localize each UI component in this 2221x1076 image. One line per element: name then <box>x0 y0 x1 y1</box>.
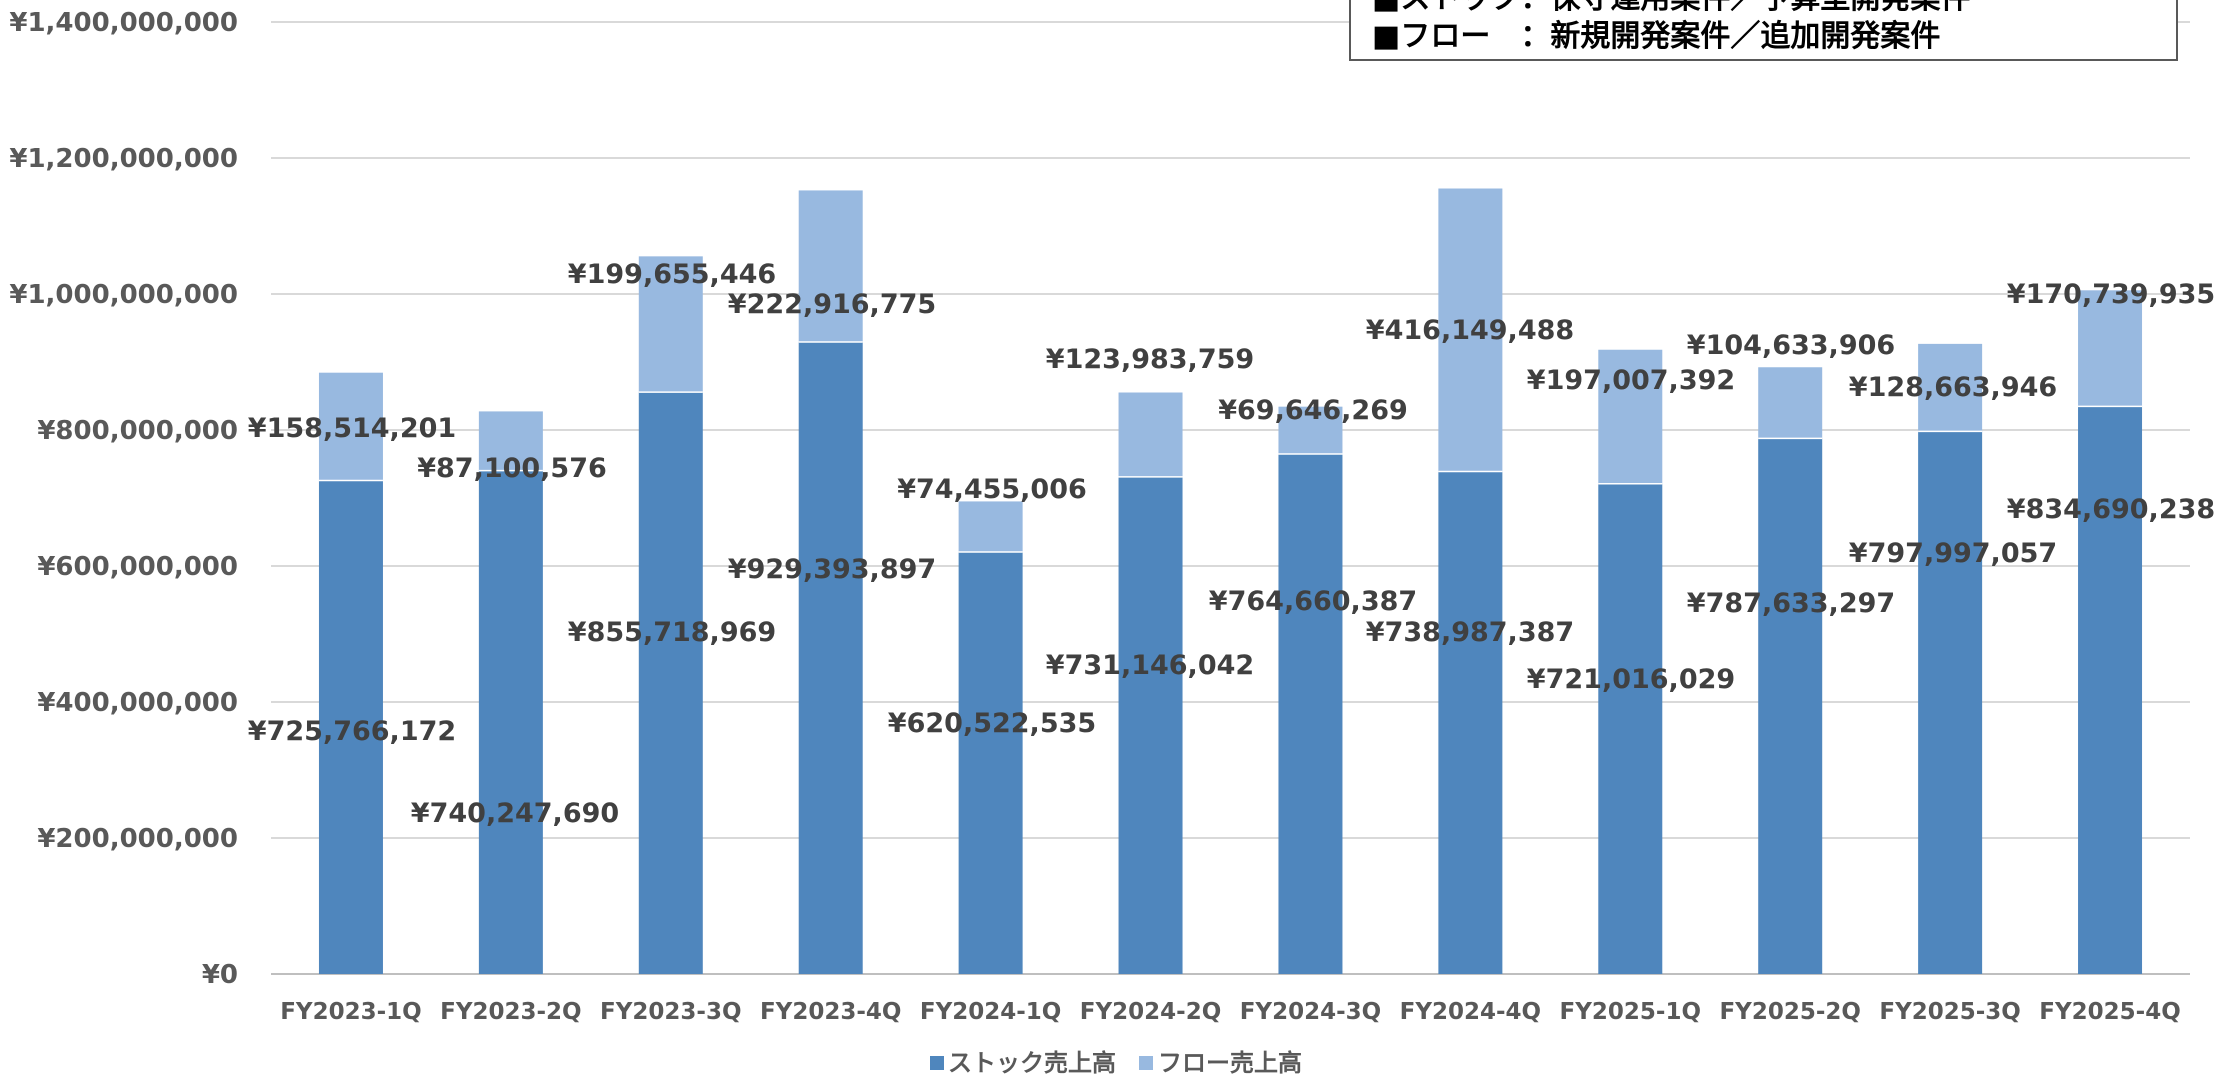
data-label-stock: ¥738,987,387 <box>1366 617 1574 648</box>
data-label-flow: ¥158,514,201 <box>248 413 456 444</box>
bar-flow <box>638 256 703 393</box>
gridlines <box>271 21 2190 975</box>
x-tick-label: FY2024-2Q <box>1080 999 1221 1025</box>
bar-stock <box>638 392 703 975</box>
bar-stock <box>1758 438 1823 974</box>
x-tick-label: FY2023-2Q <box>440 999 581 1025</box>
note-line-1: ■ストック：保守運用案件／予算型開発案件 <box>1372 0 1970 16</box>
data-label-stock: ¥787,633,297 <box>1687 588 1895 619</box>
data-label-stock: ¥731,146,042 <box>1046 650 1254 681</box>
bar-flow <box>798 190 863 343</box>
bar-stock <box>318 480 383 974</box>
bar-stock <box>1598 483 1663 974</box>
data-label-stock: ¥725,766,172 <box>248 716 456 747</box>
y-tick-label: ¥1,400,000,000 <box>9 8 238 38</box>
bar-stock <box>2078 406 2143 974</box>
data-label-flow: ¥69,646,269 <box>1218 395 1408 426</box>
y-tick-label: ¥1,000,000,000 <box>9 280 238 310</box>
x-tick-label: FY2025-4Q <box>2039 999 2180 1025</box>
data-label-flow: ¥199,655,446 <box>568 259 776 290</box>
note-box: ■ストック：保守運用案件／予算型開発案件 ■フロー ：新規開発案件／追加開発案件 <box>1349 0 2178 61</box>
data-label-stock: ¥721,016,029 <box>1527 664 1735 695</box>
y-tick-label: ¥0 <box>202 960 238 990</box>
bar-stock <box>1918 431 1983 974</box>
x-tick-label: FY2023-4Q <box>760 999 901 1025</box>
legend-label-stock: ストック売上高 <box>948 1049 1116 1076</box>
data-label-stock: ¥740,247,690 <box>411 798 619 829</box>
x-tick-label: FY2024-1Q <box>920 999 1061 1025</box>
data-label-flow: ¥128,663,946 <box>1849 372 2057 403</box>
y-tick-label: ¥400,000,000 <box>37 688 238 718</box>
bar-flow <box>2078 290 2143 407</box>
data-label-flow: ¥87,100,576 <box>417 453 607 484</box>
x-tick-label: FY2025-1Q <box>1560 999 1701 1025</box>
bar-flow <box>478 411 543 471</box>
x-tick-label: FY2023-3Q <box>600 999 741 1025</box>
bars <box>318 188 2143 975</box>
bar-flow <box>318 372 383 481</box>
data-label-stock: ¥764,660,387 <box>1209 586 1417 617</box>
data-label-stock: ¥834,690,238 <box>2007 494 2215 525</box>
x-tick-label: FY2023-1Q <box>280 999 421 1025</box>
x-tick-label: FY2025-2Q <box>1719 999 1860 1025</box>
y-tick-label: ¥800,000,000 <box>37 416 238 446</box>
bar-flow <box>1598 349 1663 484</box>
x-tick-label: FY2025-3Q <box>1879 999 2020 1025</box>
bar-flow <box>1758 367 1823 439</box>
y-tick-label: ¥200,000,000 <box>37 824 238 854</box>
legend-label-flow: フロー売上高 <box>1158 1049 1302 1076</box>
bar-stock <box>1278 454 1343 974</box>
data-label-flow: ¥416,149,488 <box>1366 315 1574 346</box>
data-label-stock: ¥855,718,969 <box>568 617 776 648</box>
legend-swatch-stock <box>930 1056 944 1070</box>
data-label-flow: ¥74,455,006 <box>897 474 1087 505</box>
bar-stock <box>1438 471 1503 974</box>
note-line-2: ■フロー ：新規開発案件／追加開発案件 <box>1372 19 1940 54</box>
data-labels: ¥725,766,172 ¥158,514,201 ¥740,247,690 ¥87,… <box>248 259 2215 829</box>
bar-flow <box>1278 406 1343 455</box>
note-box-frame <box>1349 0 2178 61</box>
x-tick-label: FY2024-4Q <box>1400 999 1541 1025</box>
data-label-flow: ¥197,007,392 <box>1527 365 1735 396</box>
y-tick-label: ¥1,200,000,000 <box>9 144 238 174</box>
bar-stock <box>478 470 543 974</box>
data-label-stock: ¥797,997,057 <box>1849 538 2057 569</box>
data-label-flow: ¥104,633,906 <box>1687 330 1895 361</box>
data-label-flow: ¥123,983,759 <box>1046 344 1254 375</box>
bar-stock <box>1118 476 1183 974</box>
bar-stock <box>798 342 863 974</box>
bar-flow <box>958 501 1023 553</box>
x-axis-ticks: FY2023-1Q FY2023-2Q FY2023-3Q FY2023-4Q FY20… <box>280 999 2181 1025</box>
data-label-stock: ¥929,393,897 <box>728 554 936 585</box>
legend: ストック売上高 フロー売上高 <box>930 1049 1302 1076</box>
bar-flow <box>1118 392 1183 477</box>
bar-stock <box>958 552 1023 974</box>
bar-flow <box>1438 188 1503 472</box>
data-label-stock: ¥620,522,535 <box>888 708 1096 739</box>
bar-flow <box>1918 343 1983 432</box>
data-label-flow: ¥222,916,775 <box>728 289 936 320</box>
y-axis-ticks: ¥0 ¥200,000,000 ¥400,000,000 ¥600,000,000 ¥8… <box>9 8 238 990</box>
y-tick-label: ¥600,000,000 <box>37 552 238 582</box>
x-tick-label: FY2024-3Q <box>1240 999 1381 1025</box>
legend-swatch-flow <box>1139 1056 1153 1070</box>
data-label-flow: ¥170,739,935 <box>2007 279 2215 310</box>
